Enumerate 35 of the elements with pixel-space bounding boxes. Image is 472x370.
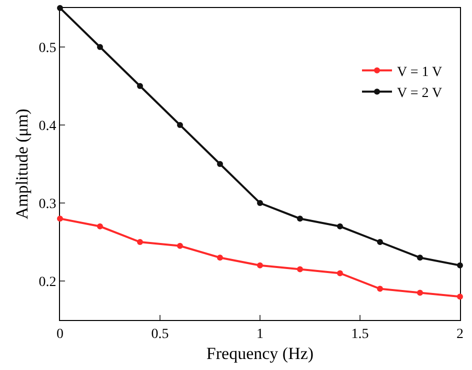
- y-tick-label: 0.3: [38, 196, 56, 212]
- point: [377, 239, 383, 245]
- point: [257, 200, 263, 206]
- point: [457, 262, 463, 268]
- point: [217, 161, 223, 167]
- point: [97, 44, 103, 50]
- point: [297, 216, 303, 222]
- x-tick-label: 1: [256, 326, 264, 342]
- point: [137, 239, 143, 245]
- x-tick-label: 0.5: [151, 326, 169, 342]
- point: [177, 122, 183, 128]
- point: [377, 286, 383, 292]
- point: [57, 5, 63, 11]
- y-tick-label: 0.2: [38, 274, 56, 290]
- point: [417, 254, 423, 261]
- point: [97, 223, 103, 230]
- x-axis-title: Frequency (Hz): [206, 344, 314, 364]
- point: [337, 223, 343, 230]
- point: [137, 83, 143, 89]
- point: [337, 270, 343, 276]
- point: [57, 216, 63, 222]
- point: [297, 266, 303, 272]
- x-tick-label: 2: [456, 326, 464, 342]
- y-tick-label: 0.5: [38, 40, 56, 56]
- point: [217, 254, 223, 261]
- point: [457, 294, 463, 300]
- x-tick-label: 0: [56, 326, 64, 342]
- legend-label: V = 1 V: [397, 64, 442, 80]
- point: [257, 262, 263, 268]
- y-axis-title: Amplitude (μm): [12, 108, 32, 220]
- point: [417, 290, 423, 296]
- x-tick-label: 1.5: [351, 326, 369, 342]
- legend-label: V = 2 V: [397, 86, 442, 102]
- y-tick-label: 0.4: [38, 118, 56, 134]
- point: [177, 242, 183, 249]
